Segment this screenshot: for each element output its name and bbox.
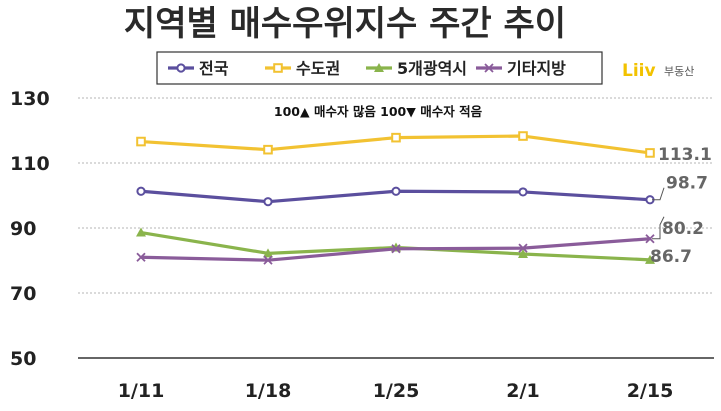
leader-line (652, 216, 665, 240)
series-point-1 (518, 131, 528, 141)
data-label: 98.7 (666, 174, 708, 194)
legend-label: 수도권 (296, 59, 340, 78)
grid-lines (78, 97, 714, 294)
series-point-1 (136, 136, 146, 147)
series-point-1 (645, 148, 655, 158)
series-point-0 (136, 186, 146, 196)
logo-text: Liiv (622, 61, 656, 81)
series-point-1 (391, 132, 401, 143)
liiv-logo: Liiv 부동산 (622, 61, 694, 81)
series-point-0 (391, 186, 401, 196)
leader-line (652, 257, 661, 261)
series-point-3 (391, 244, 401, 254)
series-point-0 (263, 197, 273, 207)
data-label-layer: 113.1 98.7 80.2 86.7 (650, 145, 712, 267)
logo-subtext: 부동산 (664, 65, 694, 78)
x-tick-label: 1/11 (118, 380, 165, 402)
legend-marker (273, 63, 283, 73)
series-point-1 (263, 144, 273, 155)
series-point-2 (136, 227, 146, 237)
x-tick-label: 2/1 (506, 380, 539, 402)
y-tick-label: 50 (10, 348, 36, 370)
series-point-0 (518, 187, 528, 197)
data-label: 113.1 (658, 145, 712, 165)
legend-label: 기타지방 (507, 59, 566, 78)
series-layer (136, 131, 655, 265)
legend-marker (176, 63, 186, 73)
y-tick-label: 90 (10, 218, 36, 240)
legend-label: 5개광역시 (397, 59, 467, 78)
leader-line (652, 187, 665, 201)
series-point-3 (518, 243, 528, 253)
chart-note: 100▲ 매수자 많음 100▼ 매수자 적음 (274, 104, 483, 119)
series-point-3 (136, 252, 146, 262)
x-tick-label: 1/18 (245, 380, 292, 402)
axes: 50 70 90 110 130 1/11 1/18 1/25 2/1 2/15 (10, 88, 714, 402)
data-label: 80.2 (662, 219, 704, 239)
series-point-2 (645, 254, 655, 264)
series-point-2 (518, 249, 528, 258)
y-tick-label: 110 (10, 153, 50, 175)
series-point-3 (645, 234, 655, 244)
series-point-3 (263, 255, 273, 265)
legend-label: 전국 (199, 59, 229, 78)
chart-legend: 전국 수도권 5개광역시 기타지방 (156, 51, 603, 85)
data-label: 86.7 (650, 247, 692, 267)
legend-marker (484, 63, 494, 73)
x-tick-label: 2/15 (627, 380, 674, 402)
legend-marker (374, 63, 384, 72)
series-point-2 (263, 248, 273, 258)
y-tick-label: 70 (10, 283, 36, 305)
chart-title: 지역별 매수우위지수 주간 추이 (124, 4, 566, 44)
y-tick-label: 130 (10, 88, 50, 110)
x-tick-label: 1/25 (373, 380, 420, 402)
